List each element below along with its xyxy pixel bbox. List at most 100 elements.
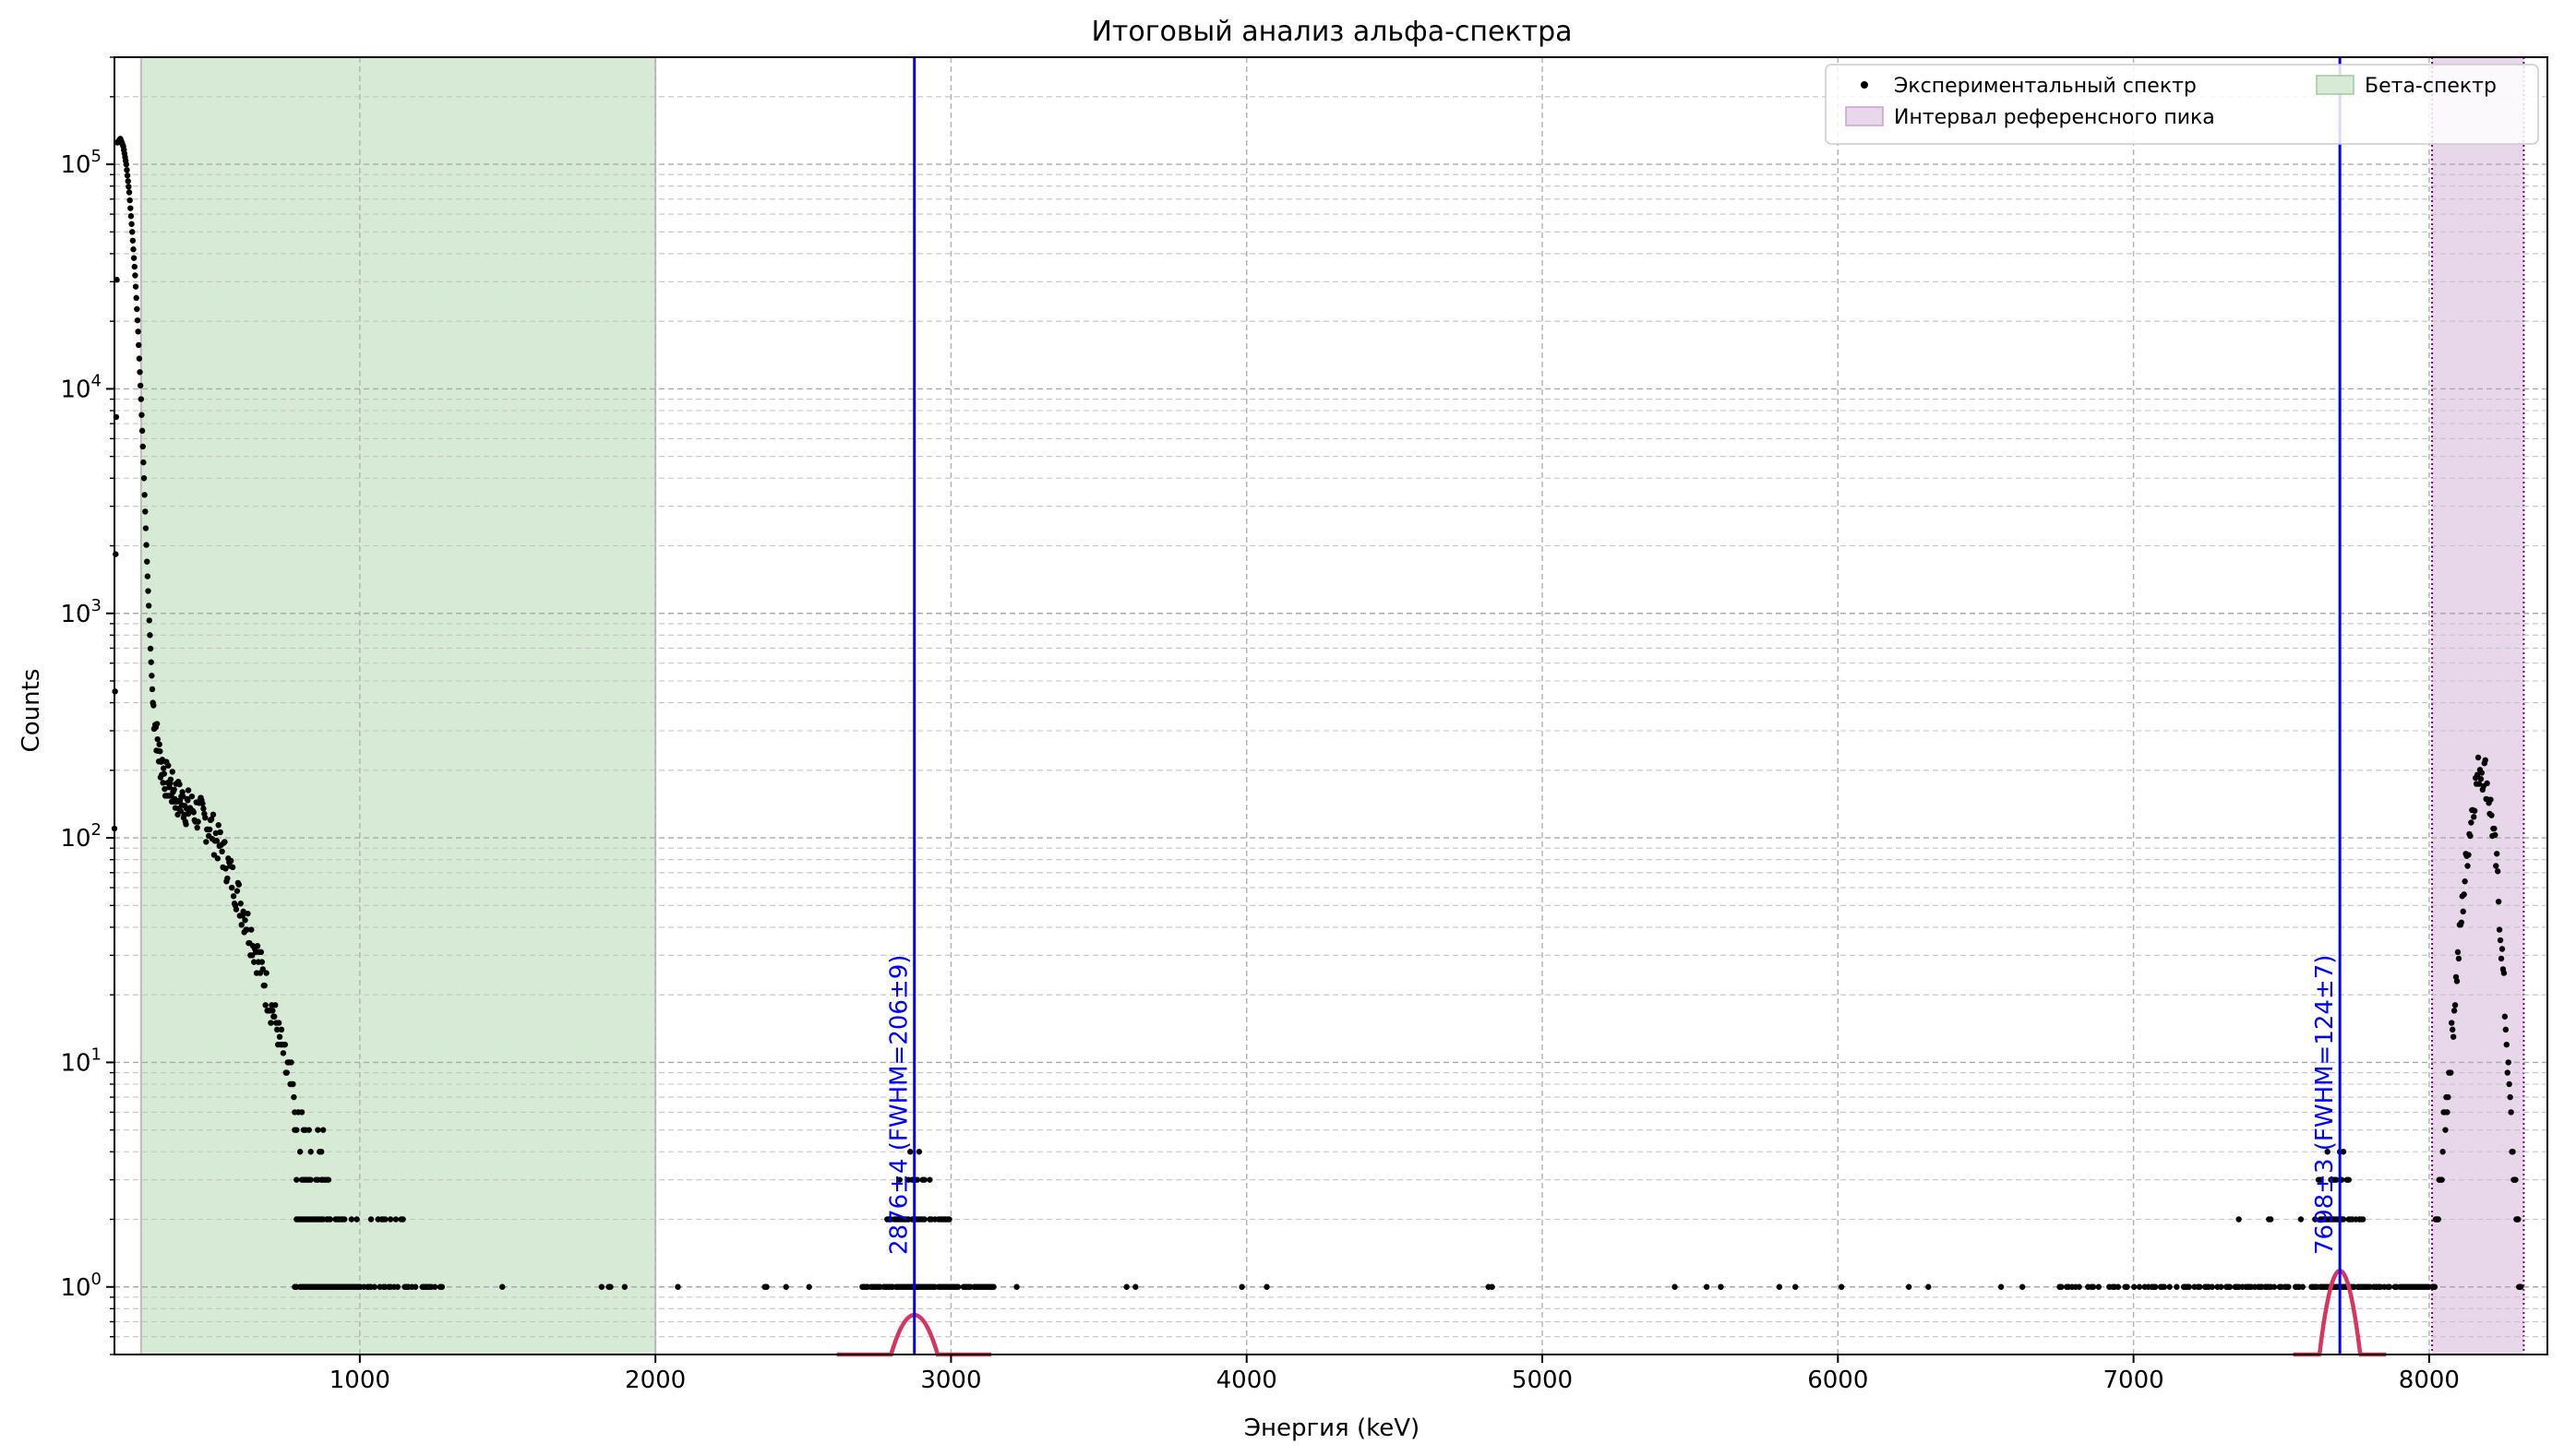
data-point — [132, 272, 138, 279]
data-point — [275, 1020, 282, 1026]
data-point — [2076, 1283, 2082, 1290]
y-tick-label: 105 — [60, 147, 102, 179]
data-point — [131, 263, 138, 270]
data-point — [318, 1149, 325, 1155]
data-point — [598, 1283, 605, 1290]
data-point — [907, 1149, 914, 1155]
data-point — [1776, 1283, 1783, 1290]
peak-label-1: 7698±3 (FWHM=124±7) — [2311, 955, 2339, 1255]
data-point — [315, 1127, 321, 1133]
data-point — [157, 748, 163, 755]
data-point — [2504, 1069, 2510, 1076]
data-point — [306, 1127, 312, 1133]
data-point — [270, 1008, 276, 1014]
x-tick-label: 7000 — [2103, 1366, 2164, 1394]
data-point — [2472, 807, 2478, 814]
axis-ticks: 1000 2000 3000 4000 5000 6000 7000 8000 100 101 10… — [60, 56, 2460, 1394]
data-point — [288, 1059, 294, 1066]
data-point — [307, 1176, 314, 1183]
data-point — [294, 1176, 300, 1183]
data-point — [142, 508, 149, 515]
data-point — [763, 1283, 770, 1290]
data-point — [137, 369, 143, 376]
data-point — [2218, 1283, 2224, 1290]
data-point — [2442, 1127, 2449, 1133]
data-point — [2508, 1109, 2514, 1116]
data-point — [1013, 1283, 1020, 1290]
data-point — [234, 888, 241, 894]
data-point — [194, 824, 200, 831]
data-point — [129, 237, 137, 244]
data-point — [675, 1283, 681, 1290]
data-point — [341, 1216, 348, 1223]
data-point — [499, 1283, 506, 1290]
data-point — [2136, 1283, 2143, 1290]
data-point — [2494, 868, 2501, 875]
y-axis-label: Counts — [18, 669, 45, 753]
data-point — [2340, 1149, 2347, 1155]
data-point — [123, 161, 130, 168]
data-point — [2498, 946, 2506, 952]
data-point — [2502, 1026, 2510, 1033]
data-point — [990, 1283, 997, 1290]
y-tick-label: 101 — [60, 1044, 102, 1077]
x-tick-label: 1000 — [329, 1366, 390, 1394]
data-point — [2484, 780, 2490, 787]
data-point — [921, 1176, 928, 1183]
data-point — [261, 982, 268, 989]
peak-label-0: 2876±4 (FWHM=206±9) — [886, 955, 914, 1255]
data-point — [280, 1050, 287, 1056]
data-point — [136, 341, 142, 349]
data-point — [2270, 1283, 2278, 1290]
data-point — [2152, 1283, 2159, 1290]
data-point — [2495, 898, 2502, 905]
data-point — [954, 1283, 962, 1290]
x-axis-label: Энергия (keV) — [1244, 1414, 1420, 1442]
data-point — [1239, 1283, 1245, 1290]
data-point — [348, 1216, 355, 1223]
data-point — [2124, 1283, 2130, 1290]
data-point — [392, 1216, 400, 1223]
data-point — [145, 603, 152, 609]
data-point — [212, 829, 220, 837]
data-point — [183, 821, 189, 828]
data-point — [278, 1026, 285, 1033]
data-point — [2090, 1283, 2097, 1290]
data-point — [200, 806, 207, 812]
data-point — [2453, 978, 2461, 985]
data-point — [133, 294, 139, 302]
data-point — [125, 178, 131, 185]
data-point — [1703, 1283, 1710, 1290]
data-point — [2460, 908, 2466, 915]
data-point — [219, 848, 225, 855]
peak-markers: 2876±4 (FWHM=206±9) 7698±3 (FWHM=124±7) — [886, 57, 2342, 1355]
x-tick-label: 5000 — [1512, 1366, 1573, 1394]
data-point — [259, 966, 266, 973]
data-point — [161, 770, 168, 777]
data-point — [2285, 1283, 2292, 1290]
data-point — [254, 943, 261, 949]
data-point — [2468, 819, 2474, 826]
data-point — [176, 781, 183, 788]
y-tick-label: 103 — [60, 596, 102, 628]
data-point — [227, 857, 234, 865]
data-point — [296, 1149, 304, 1155]
data-point — [1132, 1283, 1139, 1290]
data-point — [2174, 1283, 2180, 1290]
data-point — [136, 355, 143, 362]
data-point — [2517, 1283, 2524, 1290]
data-point — [2019, 1283, 2026, 1290]
data-point — [1791, 1283, 1799, 1290]
data-point — [2510, 1149, 2516, 1155]
data-point — [2197, 1283, 2203, 1290]
data-point — [258, 959, 266, 965]
data-point — [179, 789, 186, 795]
data-point — [150, 702, 157, 709]
data-point — [1718, 1283, 1724, 1290]
data-point — [202, 815, 209, 821]
data-point — [162, 785, 168, 793]
y-tick-label: 100 — [60, 1270, 102, 1302]
data-point — [2317, 1176, 2324, 1183]
data-point — [2493, 863, 2499, 869]
data-point — [177, 807, 184, 814]
